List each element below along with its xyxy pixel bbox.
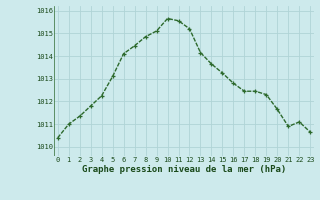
X-axis label: Graphe pression niveau de la mer (hPa): Graphe pression niveau de la mer (hPa) — [82, 165, 286, 174]
